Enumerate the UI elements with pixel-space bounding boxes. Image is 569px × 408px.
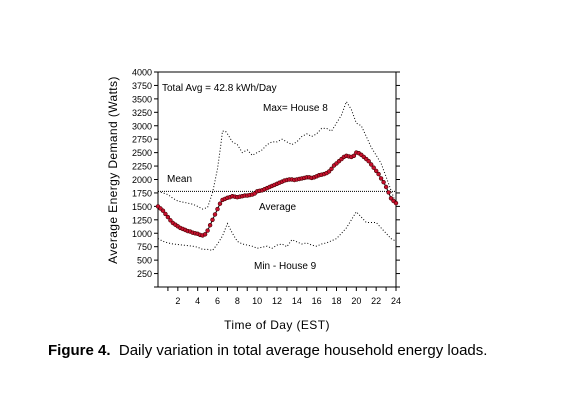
y-tick-label: 750 bbox=[137, 242, 152, 252]
average-label: Average bbox=[259, 202, 297, 213]
x-tick-label: 14 bbox=[292, 296, 302, 306]
y-tick-label: 250 bbox=[137, 269, 152, 279]
x-axis-title: Time of Day (EST) bbox=[224, 318, 330, 332]
average-point bbox=[202, 232, 208, 237]
average-point bbox=[381, 180, 386, 185]
average-point bbox=[205, 228, 210, 233]
average-point bbox=[165, 214, 171, 220]
y-tick-label: 2000 bbox=[132, 175, 152, 185]
y-tick-label: 1750 bbox=[132, 188, 152, 198]
average-point bbox=[366, 159, 371, 164]
average-point bbox=[374, 168, 379, 174]
caption-label: Figure 4. bbox=[48, 342, 111, 359]
x-tick-label: 2 bbox=[175, 296, 180, 306]
y-tick-label: 3000 bbox=[132, 121, 152, 131]
y-tick-label: 2250 bbox=[132, 162, 152, 172]
x-tick-label: 20 bbox=[351, 296, 361, 306]
average-point bbox=[329, 166, 334, 172]
max-house-label: Max= House 8 bbox=[263, 103, 328, 114]
average-point bbox=[168, 218, 173, 223]
y-tick-label: 2750 bbox=[132, 135, 152, 145]
x-tick-label: 8 bbox=[235, 296, 240, 306]
average-point bbox=[378, 176, 384, 181]
x-axis: 2 4 6 8 10 12 14 16 18 20 22 24 bbox=[167, 287, 401, 306]
average-point bbox=[383, 184, 389, 190]
average-point bbox=[393, 200, 399, 206]
y-tick-label: 3500 bbox=[132, 94, 152, 104]
average-point bbox=[210, 217, 215, 223]
y-axis-title: Average Energy Demand (Watts) bbox=[106, 76, 120, 264]
mean-label: Mean bbox=[167, 174, 192, 185]
min-house-label: Min - House 9 bbox=[254, 261, 317, 272]
y-tick-label: 4000 bbox=[132, 68, 152, 78]
x-tick-label: 24 bbox=[391, 296, 401, 306]
series-line-2 bbox=[157, 152, 397, 236]
y-axis: 250 500 750 1000 1250 1500 1750 2000 2250 2500 275… bbox=[132, 68, 400, 288]
average-point bbox=[217, 201, 223, 206]
average-point bbox=[351, 153, 357, 159]
x-tick-label: 10 bbox=[252, 296, 262, 306]
average-point bbox=[207, 223, 213, 228]
y-tick-label: 500 bbox=[137, 256, 152, 266]
y-tick-label: 1000 bbox=[132, 229, 152, 239]
average-point bbox=[160, 208, 166, 213]
average-point bbox=[212, 212, 218, 217]
y-tick-label: 2500 bbox=[132, 148, 152, 158]
y-tick-label: 1500 bbox=[132, 202, 152, 212]
x-tick-label: 6 bbox=[215, 296, 220, 306]
average-point bbox=[163, 211, 168, 217]
average-point bbox=[215, 206, 220, 212]
average-point bbox=[369, 162, 374, 167]
series-line-1 bbox=[157, 210, 397, 251]
average-point bbox=[371, 165, 376, 170]
x-tick-label: 4 bbox=[195, 296, 200, 306]
figure-caption: Figure 4. Daily variation in total avera… bbox=[48, 342, 487, 359]
y-tick-label: 3250 bbox=[132, 108, 152, 118]
total-avg-annotation: Total Avg = 42.8 kWh/Day bbox=[162, 83, 277, 94]
y-tick-label: 3750 bbox=[132, 81, 152, 91]
average-point bbox=[376, 171, 381, 177]
series-layer bbox=[155, 100, 399, 251]
series-line-0 bbox=[157, 100, 397, 210]
y-tick-label: 1250 bbox=[132, 215, 152, 225]
x-tick-label: 16 bbox=[312, 296, 322, 306]
x-tick-label: 22 bbox=[371, 296, 381, 306]
average-point bbox=[386, 190, 391, 195]
average-point bbox=[388, 196, 394, 201]
x-tick-label: 18 bbox=[331, 296, 341, 306]
caption-text: Daily variation in total average househo… bbox=[118, 342, 488, 359]
x-tick-label: 12 bbox=[272, 296, 282, 306]
